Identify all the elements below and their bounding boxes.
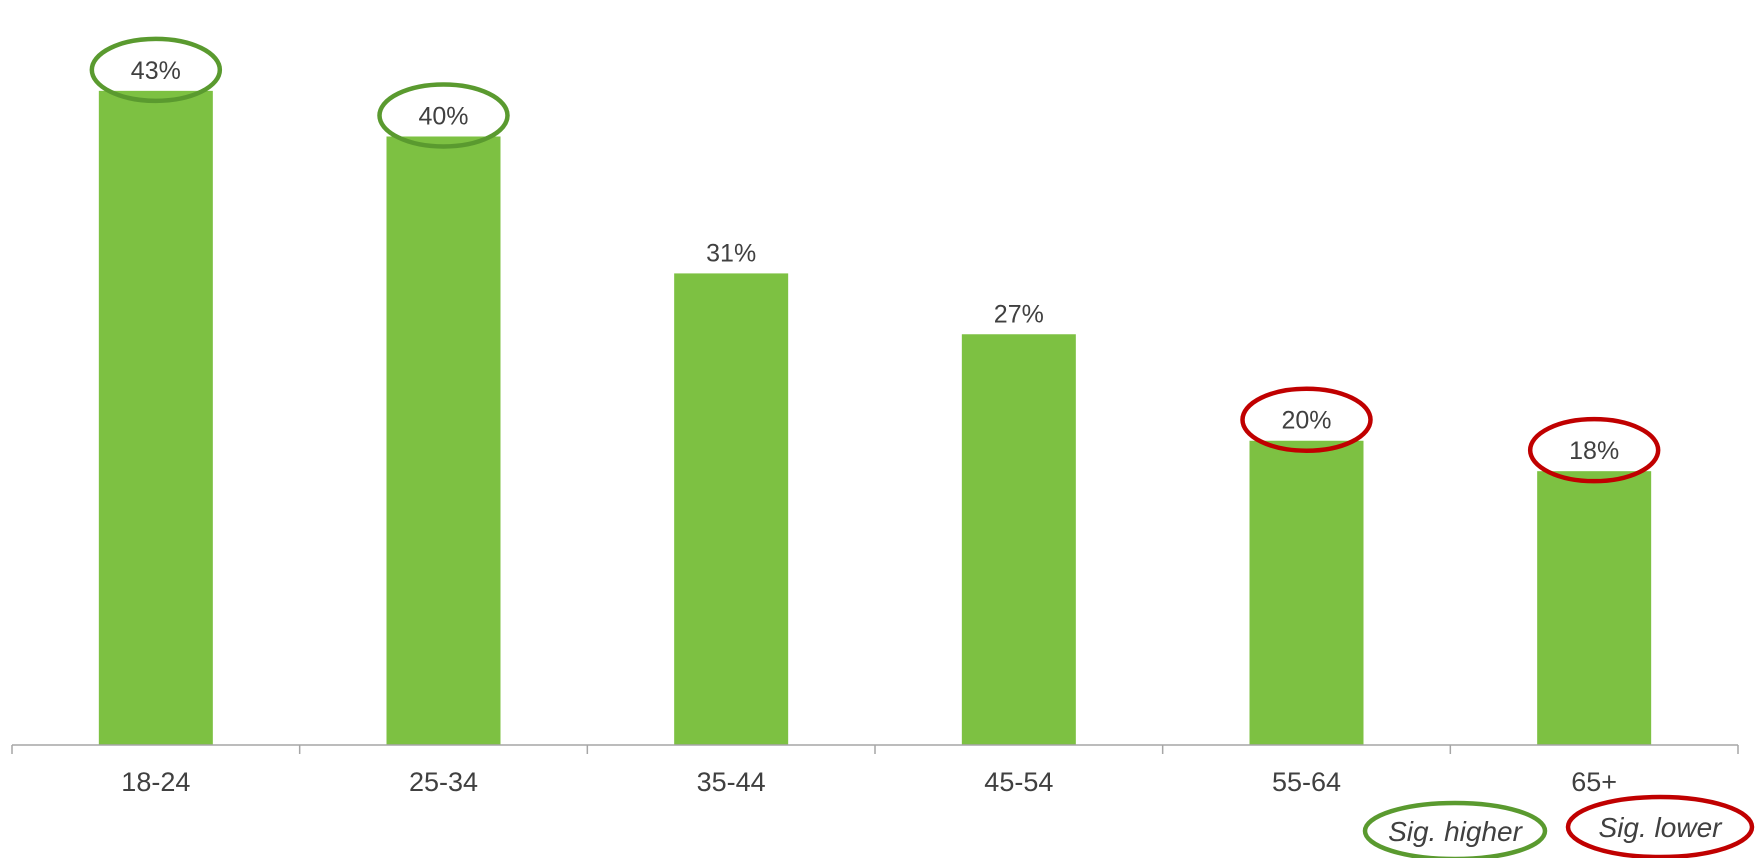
bar-18-24 bbox=[98, 90, 213, 745]
legend-sig-lower-ellipse bbox=[1565, 794, 1755, 860]
value-label: 20% bbox=[1281, 407, 1331, 435]
value-label: 31% bbox=[706, 239, 756, 267]
legend-sig-higher-label: Sig. higher bbox=[1388, 816, 1524, 847]
sig-higher-marker bbox=[89, 36, 223, 104]
category-label: 65+ bbox=[1571, 767, 1617, 797]
category-label: 35-44 bbox=[697, 767, 766, 797]
value-labels-layer: 43% 40% 31% 27% 20% 18% bbox=[89, 36, 1661, 484]
sig-higher-marker bbox=[377, 82, 510, 149]
value-label: 27% bbox=[994, 300, 1044, 328]
bars-layer bbox=[98, 90, 1652, 745]
value-label: 18% bbox=[1569, 437, 1619, 465]
sig-lower-marker bbox=[1527, 416, 1661, 484]
bar-65+ bbox=[1537, 471, 1652, 745]
category-label: 25-34 bbox=[409, 767, 478, 797]
value-label: 40% bbox=[418, 102, 468, 130]
x-axis: 18-24 25-34 35-44 45-54 55-64 65+ bbox=[11, 744, 1739, 797]
significance-legend: Sig. higher Sig. lower bbox=[1362, 794, 1755, 862]
legend-sig-lower-label: Sig. lower bbox=[1599, 812, 1724, 843]
category-label: 55-64 bbox=[1272, 767, 1341, 797]
category-label: 45-54 bbox=[984, 767, 1053, 797]
sig-lower-marker bbox=[1240, 386, 1373, 453]
value-label: 43% bbox=[131, 57, 181, 85]
category-label: 18-24 bbox=[121, 767, 190, 797]
bar-25-34 bbox=[386, 136, 501, 745]
bar-45-54 bbox=[961, 334, 1076, 745]
bar-55-64 bbox=[1249, 440, 1364, 745]
bar-35-44 bbox=[674, 273, 789, 745]
